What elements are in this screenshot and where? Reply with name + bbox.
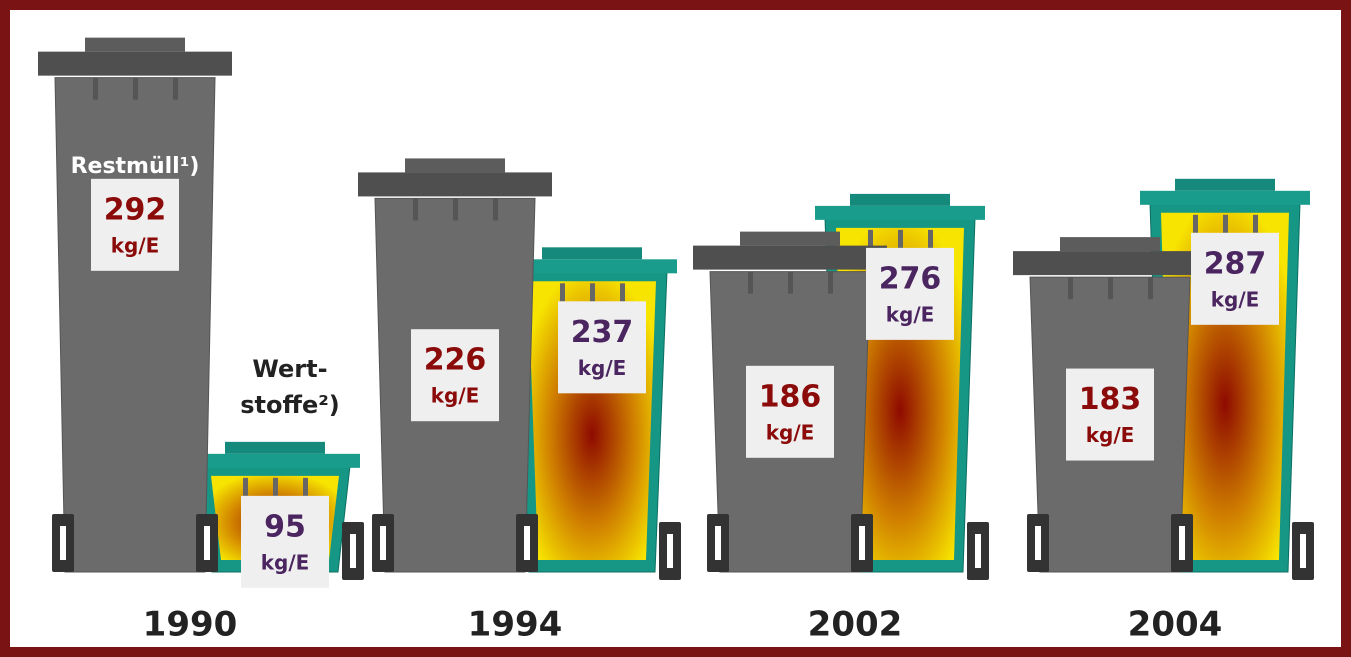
- unit-label: kg/E: [261, 550, 310, 574]
- lid-handle: [850, 194, 950, 206]
- rib: [1223, 215, 1228, 233]
- lid: [1013, 251, 1207, 275]
- wheel-hub: [975, 534, 981, 568]
- unit-label: kg/E: [1211, 287, 1260, 311]
- rib: [1068, 277, 1073, 299]
- rib: [868, 230, 873, 248]
- wheel-hub: [1179, 526, 1185, 560]
- lid-handle: [740, 232, 840, 246]
- wheel-hub: [1035, 526, 1041, 560]
- x-tick-label: 2002: [808, 605, 903, 645]
- rib: [493, 198, 498, 220]
- unit-label: kg/E: [766, 420, 815, 444]
- value-label: 183: [1079, 382, 1142, 417]
- unit-label: kg/E: [1086, 423, 1135, 447]
- rib: [133, 78, 138, 100]
- lid: [190, 454, 360, 468]
- wheel-hub: [350, 534, 356, 568]
- rib: [560, 283, 565, 301]
- legend-label: Restmüll¹): [71, 154, 200, 179]
- value-label: 292: [104, 192, 167, 227]
- value-label: 276: [879, 261, 942, 296]
- value-label: 186: [759, 379, 822, 414]
- wheel-hub: [380, 526, 386, 560]
- lid: [38, 52, 232, 76]
- rib: [453, 198, 458, 220]
- rib: [620, 283, 625, 301]
- lid: [693, 246, 887, 270]
- wheel-hub: [667, 534, 673, 568]
- lid-handle: [1060, 237, 1160, 251]
- wheel-hub: [715, 526, 721, 560]
- x-tick-label: 2004: [1128, 605, 1223, 645]
- rib: [1253, 215, 1258, 233]
- wheel-hub: [204, 526, 210, 560]
- rib: [928, 230, 933, 248]
- rib: [898, 230, 903, 248]
- x-tick-label: 1994: [468, 605, 563, 645]
- wheel-hub: [1300, 534, 1306, 568]
- unit-label: kg/E: [578, 356, 627, 380]
- wheel-hub: [524, 526, 530, 560]
- rib: [93, 78, 98, 100]
- rib: [1108, 277, 1113, 299]
- value-label: 95: [264, 509, 306, 544]
- value-label: 226: [424, 343, 487, 378]
- chart: 292 kg/E 95 kg/E 1990 226 kg/E 237 kg/E 1994 186 kg…: [0, 0, 1351, 657]
- rib: [590, 283, 595, 301]
- unit-label: kg/E: [111, 233, 160, 257]
- rib: [828, 272, 833, 294]
- lid: [1140, 191, 1310, 205]
- lid-handle: [405, 158, 505, 172]
- rib: [173, 78, 178, 100]
- rib: [1193, 215, 1198, 233]
- wheel-hub: [859, 526, 865, 560]
- rib: [788, 272, 793, 294]
- rib: [303, 478, 308, 496]
- wheel-hub: [60, 526, 66, 560]
- lid-handle: [85, 38, 185, 52]
- rib: [1148, 277, 1153, 299]
- unit-label: kg/E: [886, 302, 935, 326]
- bin-body: [55, 78, 215, 572]
- lid-handle: [542, 247, 642, 259]
- rib: [243, 478, 248, 496]
- rib: [273, 478, 278, 496]
- x-tick-label: 1990: [143, 605, 238, 645]
- rib: [413, 198, 418, 220]
- unit-label: kg/E: [431, 384, 480, 408]
- rib: [748, 272, 753, 294]
- lid: [358, 172, 552, 196]
- lid: [815, 206, 985, 220]
- lid-handle: [225, 442, 325, 454]
- value-label: 287: [1204, 246, 1267, 281]
- lid-handle: [1175, 179, 1275, 191]
- value-label: 237: [571, 315, 634, 350]
